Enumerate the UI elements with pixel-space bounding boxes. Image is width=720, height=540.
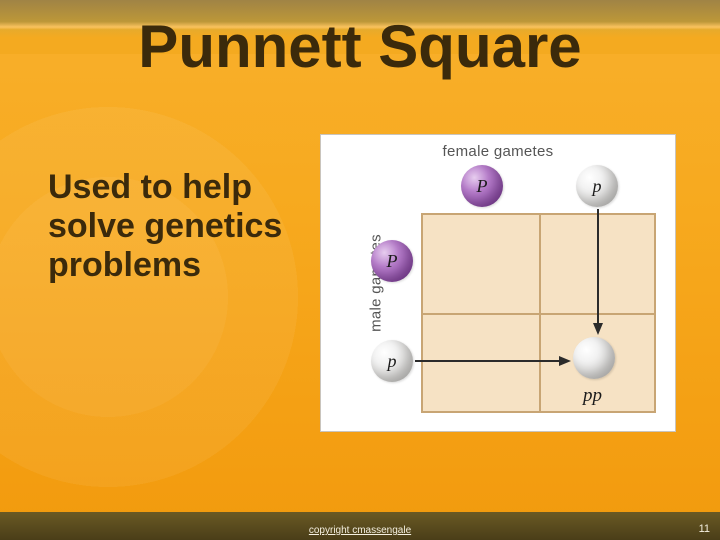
arrow-down-icon xyxy=(592,209,604,335)
punnett-grid xyxy=(421,213,656,413)
punnett-figure: female gametes male gametes P p P p pp xyxy=(320,134,676,432)
slide-title: Punnett Square xyxy=(0,12,720,81)
male-gamete-p: p xyxy=(371,340,413,382)
arrow-right-icon xyxy=(415,355,571,367)
offspring-genotype-label: pp xyxy=(583,385,602,407)
footer-copyright: copyright cmassengale xyxy=(0,525,720,536)
female-gamete-p: p xyxy=(576,165,618,207)
female-gamete-P: P xyxy=(461,165,503,207)
allele-label: P xyxy=(387,251,398,272)
allele-label: p xyxy=(388,351,397,372)
offspring-pp xyxy=(573,337,615,379)
male-gamete-P: P xyxy=(371,240,413,282)
female-gametes-label: female gametes xyxy=(321,143,675,160)
slide-body-text: Used to help solve genetics problems xyxy=(48,168,318,285)
slide: Punnett Square Used to help solve geneti… xyxy=(0,0,720,540)
allele-label: p xyxy=(593,176,602,197)
page-number: 11 xyxy=(699,523,710,535)
allele-label: P xyxy=(477,176,488,197)
